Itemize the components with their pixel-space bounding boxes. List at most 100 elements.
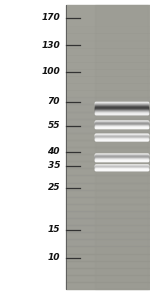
Bar: [95, 136, 148, 137]
Bar: [66, 253, 150, 260]
Text: 40: 40: [48, 148, 60, 156]
Bar: [95, 139, 148, 140]
Bar: [95, 137, 148, 138]
Bar: [66, 282, 150, 289]
Bar: [95, 168, 148, 169]
Bar: [95, 159, 148, 160]
Bar: [95, 160, 148, 161]
Bar: [95, 123, 148, 124]
Bar: [95, 157, 148, 158]
Bar: [95, 109, 148, 110]
Bar: [95, 138, 148, 139]
Bar: [95, 112, 148, 113]
Bar: [95, 154, 148, 155]
Bar: [66, 19, 150, 26]
Bar: [95, 127, 148, 128]
Bar: [95, 113, 148, 114]
Bar: [95, 135, 148, 136]
Bar: [66, 176, 150, 183]
Bar: [66, 147, 150, 154]
Bar: [95, 158, 148, 159]
Bar: [66, 204, 150, 211]
Bar: [66, 239, 150, 246]
Bar: [95, 166, 148, 167]
Bar: [66, 140, 150, 147]
Bar: [95, 156, 148, 157]
Bar: [95, 166, 148, 167]
Bar: [95, 136, 148, 137]
Bar: [66, 104, 150, 111]
Bar: [95, 126, 148, 127]
Bar: [66, 168, 150, 176]
Bar: [66, 90, 150, 97]
Bar: [66, 69, 150, 76]
Bar: [66, 225, 150, 232]
Bar: [66, 26, 150, 34]
Bar: [95, 135, 148, 136]
Bar: [66, 34, 150, 41]
Bar: [95, 102, 148, 103]
Bar: [66, 97, 150, 104]
Bar: [95, 139, 148, 140]
Bar: [66, 5, 150, 289]
Bar: [95, 127, 148, 128]
Bar: [66, 218, 150, 225]
Bar: [95, 104, 148, 105]
Bar: [66, 260, 150, 268]
Bar: [66, 12, 150, 19]
Bar: [95, 137, 148, 138]
Bar: [95, 123, 148, 124]
Bar: [95, 124, 148, 125]
Bar: [95, 125, 148, 126]
Bar: [95, 167, 148, 168]
Bar: [95, 106, 148, 107]
Bar: [95, 108, 148, 109]
Bar: [95, 105, 148, 106]
Bar: [95, 168, 148, 169]
Bar: [95, 165, 148, 166]
Bar: [95, 158, 148, 159]
Bar: [95, 107, 148, 108]
Bar: [95, 167, 148, 168]
Bar: [95, 110, 148, 111]
Bar: [95, 122, 148, 123]
Bar: [95, 126, 148, 127]
Bar: [95, 165, 148, 166]
Bar: [66, 197, 150, 204]
Bar: [95, 113, 148, 114]
Bar: [95, 111, 148, 112]
Bar: [66, 48, 150, 55]
Bar: [95, 159, 148, 160]
Text: 100: 100: [41, 68, 60, 76]
Text: 55: 55: [48, 121, 60, 131]
Bar: [66, 55, 150, 62]
Bar: [95, 127, 148, 128]
Bar: [95, 136, 148, 137]
Bar: [95, 157, 148, 158]
Bar: [95, 134, 148, 135]
Bar: [95, 124, 148, 125]
Bar: [95, 169, 148, 170]
Bar: [95, 169, 148, 170]
Bar: [66, 5, 150, 12]
Bar: [66, 232, 150, 239]
Bar: [95, 122, 148, 123]
Bar: [95, 167, 148, 168]
Text: 15: 15: [48, 225, 60, 235]
Bar: [66, 118, 150, 126]
Bar: [95, 157, 148, 158]
Bar: [95, 154, 148, 155]
Bar: [66, 211, 150, 218]
Bar: [95, 138, 148, 139]
Bar: [95, 166, 148, 167]
Bar: [95, 103, 148, 104]
Bar: [95, 5, 148, 289]
Bar: [95, 121, 148, 122]
Text: 10: 10: [48, 253, 60, 263]
Bar: [95, 111, 148, 112]
Bar: [66, 62, 150, 69]
Bar: [95, 106, 148, 107]
Bar: [95, 138, 148, 139]
Bar: [95, 155, 148, 156]
Bar: [95, 160, 148, 161]
